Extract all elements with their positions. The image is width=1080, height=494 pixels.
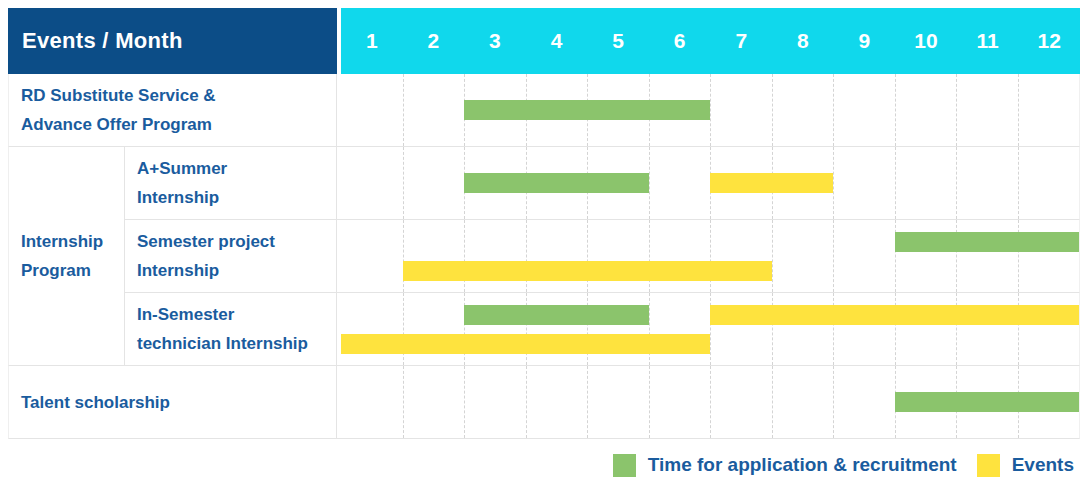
month-gridline (895, 293, 896, 365)
application-bar (464, 100, 710, 120)
row-label-line: technician Internship (137, 329, 336, 358)
application-bar (464, 173, 649, 193)
month-gridline (1018, 220, 1019, 292)
month-header-10: 10 (895, 29, 957, 53)
row-label-line: Advance Offer Program (21, 110, 336, 139)
month-gridline (587, 366, 588, 438)
month-gridline (710, 366, 711, 438)
row-label-a-plus-summer-internship: A+Summer Internship (125, 147, 337, 220)
month-gridline (403, 366, 404, 438)
gantt-chart-cell (341, 293, 1080, 366)
month-header-1: 1 (341, 29, 403, 53)
month-gridline (649, 147, 650, 219)
legend-item-events: Events (977, 454, 1074, 477)
legend: Time for application & recruitment Event… (613, 452, 1074, 478)
month-gridline (649, 220, 650, 292)
application-bar (464, 305, 649, 325)
group-label-line: Program (21, 256, 124, 285)
gantt-chart-cell (341, 366, 1080, 439)
application-bar (895, 232, 1080, 252)
row-label-line: Semester project (137, 227, 336, 256)
month-header-5: 5 (587, 29, 649, 53)
month-gridline (403, 74, 404, 146)
month-gridline (833, 220, 834, 292)
events-swatch-icon (977, 454, 1000, 477)
month-gridline (649, 293, 650, 365)
month-gridline (833, 366, 834, 438)
month-gridline (464, 293, 465, 365)
gantt-chart-cell (341, 220, 1080, 293)
month-gridline (833, 147, 834, 219)
row-label-line: Internship (137, 256, 336, 285)
month-gridline (772, 220, 773, 292)
event-bar (341, 334, 710, 354)
month-header-12: 12 (1018, 29, 1080, 53)
month-gridline (895, 147, 896, 219)
gantt-chart-cell (341, 74, 1080, 147)
group-label-internship-program: Internship Program (8, 147, 125, 366)
month-gridline (833, 293, 834, 365)
group-label-line: Internship (21, 227, 124, 256)
row-label-line: Internship (137, 183, 336, 212)
month-gridline (1018, 293, 1019, 365)
month-gridline (956, 147, 957, 219)
event-bar (710, 305, 1079, 325)
row-label-line: RD Substitute Service & (21, 81, 336, 110)
month-gridline (833, 74, 834, 146)
header-title: Events / Month (22, 28, 183, 54)
month-gridline (895, 220, 896, 292)
month-gridline (587, 293, 588, 365)
month-header-4: 4 (526, 29, 588, 53)
month-header-6: 6 (649, 29, 711, 53)
month-gridline (403, 220, 404, 292)
gantt-schedule-page: Events / Month 1 2 3 4 5 6 7 8 9 10 11 1… (0, 0, 1080, 494)
legend-label-application: Time for application & recruitment (648, 454, 957, 476)
event-bar (403, 261, 772, 281)
month-gridline (587, 220, 588, 292)
month-header-row: 1 2 3 4 5 6 7 8 9 10 11 12 (341, 8, 1080, 74)
application-bar (895, 392, 1080, 412)
application-swatch-icon (613, 454, 636, 477)
month-header-9: 9 (834, 29, 896, 53)
month-gridline (526, 220, 527, 292)
month-header-11: 11 (957, 29, 1019, 53)
month-gridline (403, 147, 404, 219)
row-label-line: In-Semester (137, 300, 336, 329)
month-header-7: 7 (710, 29, 772, 53)
month-gridline (772, 293, 773, 365)
month-header-2: 2 (403, 29, 465, 53)
row-label-line: A+Summer (137, 154, 336, 183)
month-gridline (956, 293, 957, 365)
month-gridline (526, 293, 527, 365)
month-gridline (649, 366, 650, 438)
month-gridline (956, 74, 957, 146)
month-gridline (956, 220, 957, 292)
month-gridline (710, 220, 711, 292)
gantt-table: Events / Month 1 2 3 4 5 6 7 8 9 10 11 1… (8, 8, 1080, 439)
row-label-in-semester-technician-internship: In-Semester technician Internship (125, 293, 337, 366)
row-label-talent-scholarship: Talent scholarship (8, 366, 337, 439)
header-title-cell: Events / Month (8, 8, 337, 74)
month-gridline (403, 293, 404, 365)
month-gridline (710, 293, 711, 365)
month-gridline (772, 74, 773, 146)
legend-label-events: Events (1012, 454, 1074, 476)
row-label-semester-project-internship: Semester project Internship (125, 220, 337, 293)
month-gridline (1018, 147, 1019, 219)
month-header-3: 3 (464, 29, 526, 53)
month-gridline (464, 220, 465, 292)
legend-item-application: Time for application & recruitment (613, 454, 957, 477)
month-gridline (526, 366, 527, 438)
month-gridline (1018, 74, 1019, 146)
month-gridline (772, 366, 773, 438)
month-gridline (710, 74, 711, 146)
month-header-8: 8 (772, 29, 834, 53)
row-label-rd-substitute: RD Substitute Service & Advance Offer Pr… (8, 74, 337, 147)
month-gridline (895, 74, 896, 146)
event-bar (710, 173, 833, 193)
gantt-chart-cell (341, 147, 1080, 220)
row-label-line: Talent scholarship (21, 388, 336, 417)
month-gridline (464, 366, 465, 438)
